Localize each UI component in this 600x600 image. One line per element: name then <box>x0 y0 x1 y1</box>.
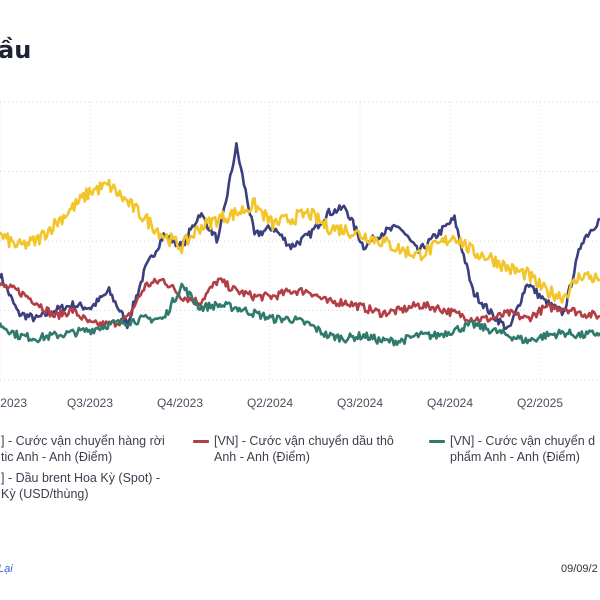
legend-label-3: ] - Dầu brent Hoa Kỳ (Spot) - Kỳ (USD/th… <box>1 471 161 501</box>
source-link[interactable]: Lại <box>0 563 13 575</box>
series-line-2 <box>0 282 600 347</box>
series-lines <box>0 142 600 347</box>
footer-date: 09/09/2 <box>561 563 598 575</box>
legend-item-1[interactable]: [VN] - Cước vận chuyển dầu thô Anh - Anh… <box>193 433 418 465</box>
legend-item-0[interactable]: ] - Cước vận chuyển hàng rời tic Anh - A… <box>0 433 180 465</box>
x-tick-label-6: Q2/2025 <box>517 396 563 410</box>
legend-label-2: [VN] - Cước vận chuyển d phẩm Anh - Anh … <box>450 434 596 464</box>
x-tick-labels: 2023 Q3/2023 Q4/2023 Q2/2024 Q3/2024 Q4/2024 Q… <box>0 396 563 410</box>
legend-item-2[interactable]: [VN] - Cước vận chuyển d phẩm Anh - Anh … <box>429 433 600 465</box>
legend-swatch-1 <box>193 440 209 443</box>
legend-label-0: ] - Cước vận chuyển hàng rời tic Anh - A… <box>1 434 165 464</box>
chart-title: ầu <box>0 36 32 64</box>
x-tick-label-4: Q3/2024 <box>337 396 383 410</box>
x-tick-label-1: Q3/2023 <box>67 396 113 410</box>
x-tick-label-0: 2023 <box>0 396 27 410</box>
series-line-0 <box>0 142 600 331</box>
x-tick-label-5: Q4/2024 <box>427 396 473 410</box>
x-tick-label-2: Q4/2023 <box>157 396 203 410</box>
legend-swatch-2 <box>429 440 445 443</box>
legend-item-3[interactable]: ] - Dầu brent Hoa Kỳ (Spot) - Kỳ (USD/th… <box>0 470 180 502</box>
legend-label-1: [VN] - Cước vận chuyển dầu thô Anh - Anh… <box>214 434 394 464</box>
series-line-1 <box>0 277 600 329</box>
series-line-3 <box>0 178 600 304</box>
x-tick-label-3: Q2/2024 <box>247 396 293 410</box>
